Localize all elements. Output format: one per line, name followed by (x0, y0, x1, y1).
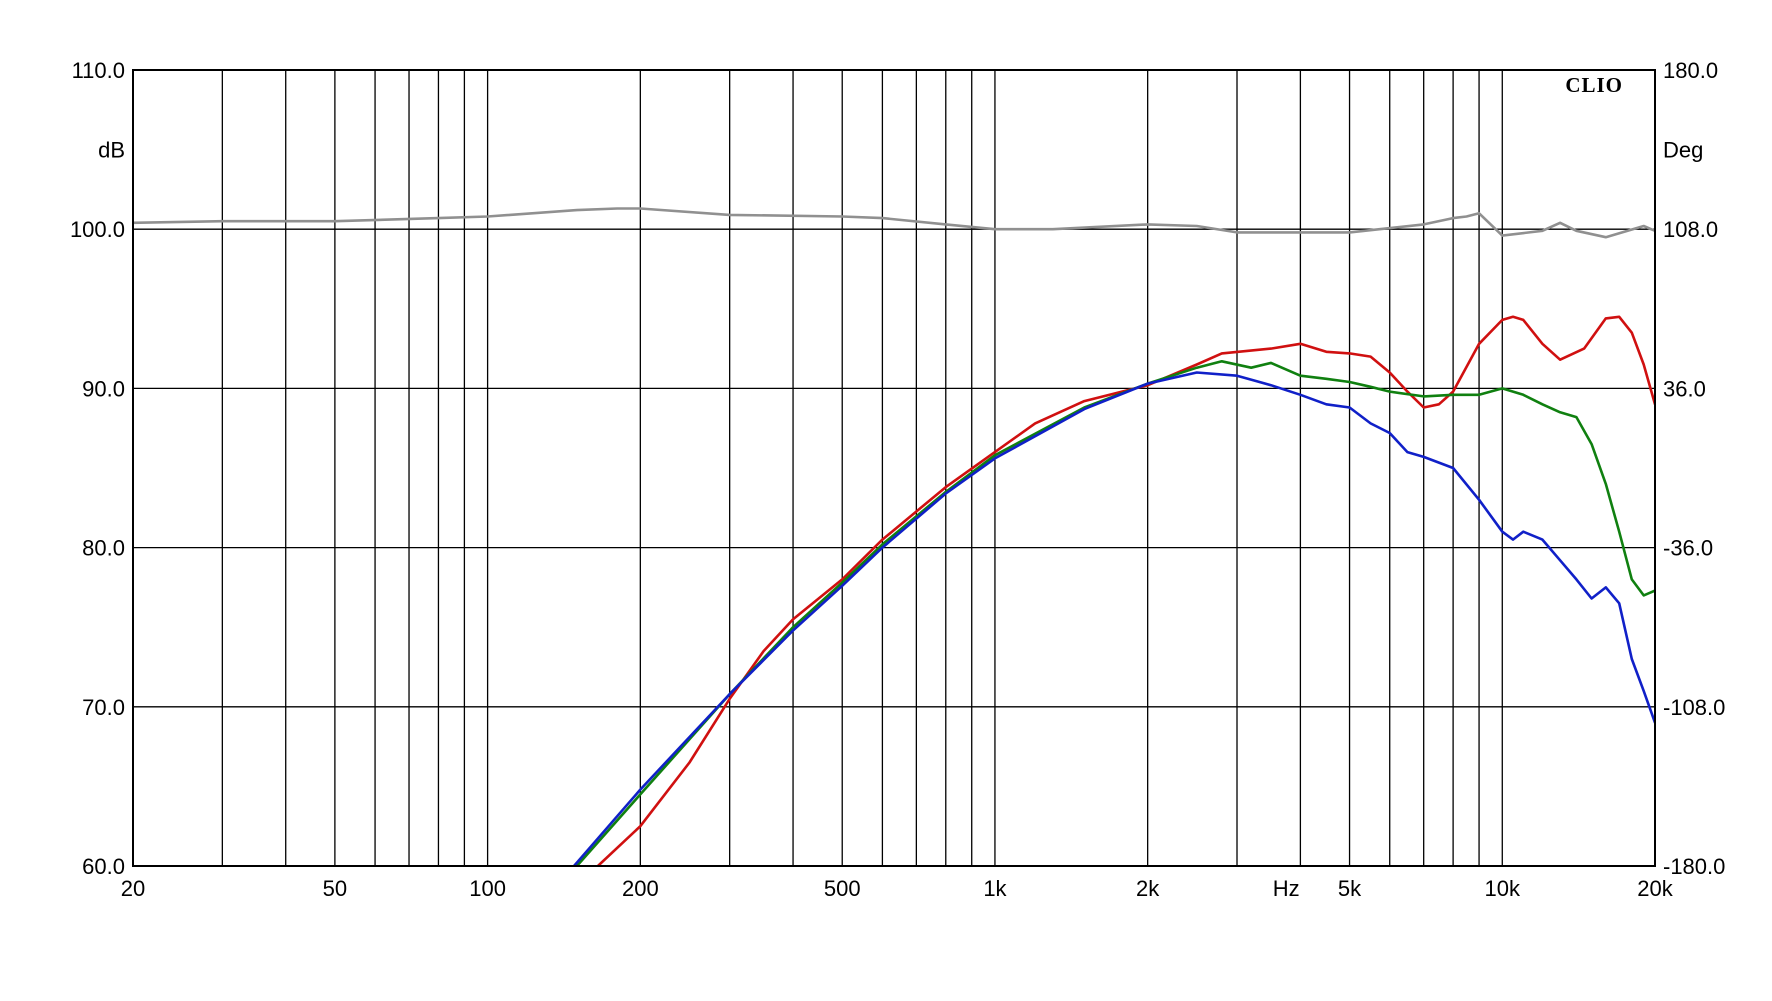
y2-tick-label: 36.0 (1663, 376, 1706, 401)
y-tick-label: 70.0 (82, 695, 125, 720)
plot-frame (132, 69, 1656, 867)
x-tick-label: 10k (1485, 876, 1521, 901)
y-tick-label: 60.0 (82, 854, 125, 879)
x-tick-label: 20 (121, 876, 145, 901)
series-line-4 (572, 371, 1655, 866)
y2-tick-label: -180.0 (1663, 854, 1725, 879)
x-axis-label: Hz (1273, 876, 1300, 901)
x-tick-label: 200 (622, 876, 659, 901)
x-tick-label: 20k (1637, 876, 1673, 901)
y2-axis-ticks: -180.0 -108.0 -36.0 36.0 108.0 180.0 (1663, 58, 1725, 879)
series-line-3 (575, 360, 1655, 866)
x-tick-label: 5k (1338, 876, 1362, 901)
series-group (133, 207, 1655, 866)
y2-axis-label: Deg (1663, 138, 1703, 163)
x-tick-label: 500 (824, 876, 861, 901)
series-line-2 (596, 315, 1655, 866)
x-tick-label: 100 (469, 876, 506, 901)
x-tick-label: 1k (983, 876, 1007, 901)
y2-tick-label: -108.0 (1663, 695, 1725, 720)
y2-tick-label: 108.0 (1663, 217, 1718, 242)
y-axis-ticks: 60.0 70.0 80.0 90.0 100.0 110.0 (70, 58, 125, 879)
grid (132, 69, 1656, 867)
clio-logo: CLIO (1565, 73, 1623, 97)
x-tick-label: 2k (1136, 876, 1160, 901)
series-line-1 (133, 207, 1655, 239)
y-axis-label: dB (98, 138, 125, 163)
y2-tick-label: 180.0 (1663, 58, 1718, 83)
x-tick-label: 50 (323, 876, 347, 901)
y2-tick-label: -36.0 (1663, 536, 1713, 561)
y-tick-label: 90.0 (82, 376, 125, 401)
y-tick-label: 100.0 (70, 217, 125, 242)
y-tick-label: 110.0 (72, 58, 125, 83)
x-axis-ticks: 20 50 100 200 500 1k 2k 5k 10k 20k (121, 876, 1674, 901)
y-tick-label: 80.0 (82, 536, 125, 561)
